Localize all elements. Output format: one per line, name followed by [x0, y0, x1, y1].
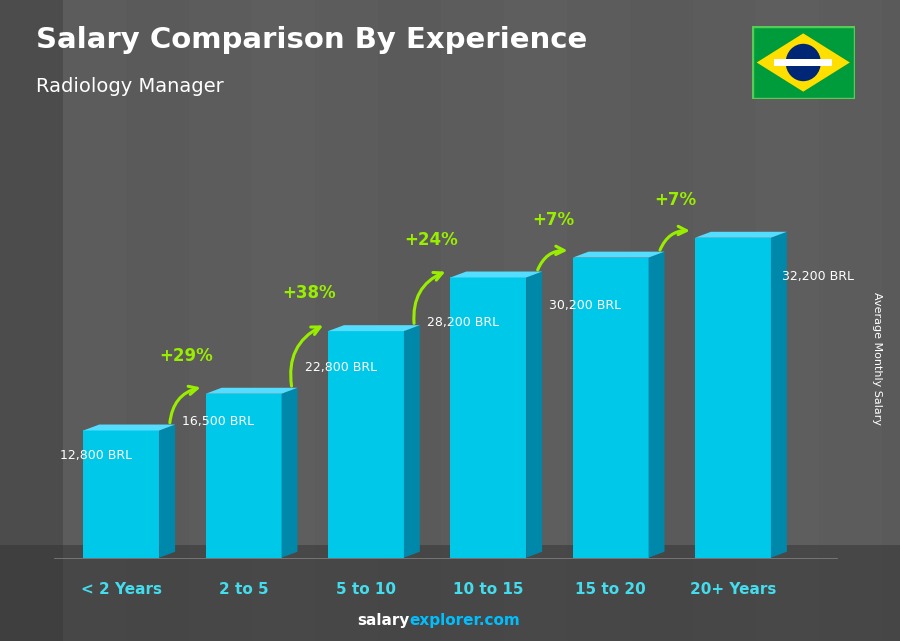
Text: 32,200 BRL: 32,200 BRL	[782, 270, 854, 283]
Polygon shape	[404, 325, 419, 558]
Circle shape	[786, 44, 821, 81]
Polygon shape	[282, 388, 298, 558]
Polygon shape	[771, 232, 787, 558]
Text: Salary Comparison By Experience: Salary Comparison By Experience	[36, 26, 587, 54]
Text: < 2 Years: < 2 Years	[81, 581, 162, 597]
Text: 20+ Years: 20+ Years	[689, 581, 776, 597]
Text: 15 to 20: 15 to 20	[575, 581, 646, 597]
FancyBboxPatch shape	[206, 394, 282, 558]
Text: +24%: +24%	[404, 231, 458, 249]
Text: 22,800 BRL: 22,800 BRL	[305, 361, 377, 374]
Polygon shape	[695, 232, 787, 238]
Text: salary: salary	[357, 613, 410, 628]
Text: +29%: +29%	[159, 347, 213, 365]
Bar	[252, 0, 315, 641]
Bar	[378, 0, 441, 641]
Text: 2 to 5: 2 to 5	[219, 581, 268, 597]
Text: +38%: +38%	[282, 285, 336, 303]
Bar	[774, 59, 832, 66]
Text: 30,200 BRL: 30,200 BRL	[550, 299, 622, 312]
Text: Average Monthly Salary: Average Monthly Salary	[872, 292, 883, 426]
Bar	[0, 0, 63, 641]
Text: 10 to 15: 10 to 15	[453, 581, 524, 597]
FancyBboxPatch shape	[450, 278, 526, 558]
Polygon shape	[84, 424, 176, 431]
FancyBboxPatch shape	[695, 238, 771, 558]
Text: 16,500 BRL: 16,500 BRL	[183, 415, 255, 428]
Bar	[882, 0, 900, 641]
Bar	[126, 0, 189, 641]
Bar	[0, 0, 63, 641]
FancyBboxPatch shape	[328, 331, 404, 558]
Polygon shape	[206, 388, 298, 394]
Bar	[0, 545, 900, 641]
Polygon shape	[328, 325, 419, 331]
Text: 12,800 BRL: 12,800 BRL	[60, 449, 132, 462]
Text: explorer.com: explorer.com	[410, 613, 520, 628]
FancyBboxPatch shape	[84, 431, 159, 558]
Text: +7%: +7%	[654, 191, 697, 209]
Polygon shape	[159, 424, 176, 558]
FancyBboxPatch shape	[572, 258, 649, 558]
Text: Radiology Manager: Radiology Manager	[36, 77, 224, 96]
Text: 5 to 10: 5 to 10	[336, 581, 396, 597]
Polygon shape	[572, 252, 664, 258]
Bar	[504, 0, 567, 641]
Bar	[630, 0, 693, 641]
Polygon shape	[757, 33, 850, 92]
Polygon shape	[526, 272, 542, 558]
Bar	[756, 0, 819, 641]
Polygon shape	[649, 252, 664, 558]
Text: 28,200 BRL: 28,200 BRL	[428, 316, 500, 329]
Polygon shape	[450, 272, 542, 278]
Text: +7%: +7%	[533, 211, 574, 229]
